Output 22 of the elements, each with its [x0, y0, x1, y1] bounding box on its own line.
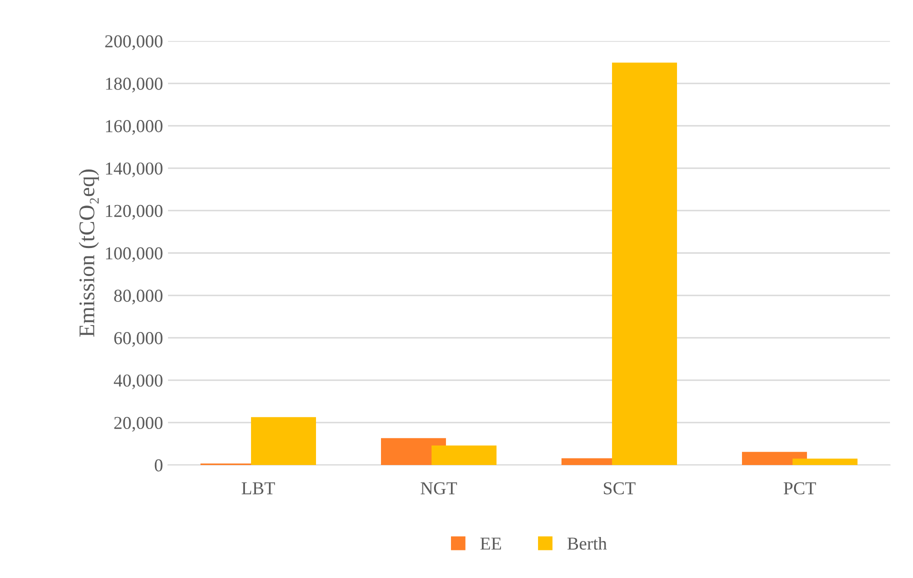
y-tick-label: 120,000: [106, 204, 162, 220]
y-tick-label: 20,000: [114, 416, 162, 432]
y-tick-label: 160,000: [106, 120, 162, 135]
x-tick-label: NGT: [420, 482, 458, 494]
legend-label: Berth: [567, 537, 607, 550]
bar: [612, 62, 678, 465]
y-tick-label: 180,000: [106, 78, 162, 92]
y-tick-label: 60,000: [114, 332, 162, 347]
y-tick-label: 200,000: [105, 35, 162, 50]
y-tick-label: 80,000: [114, 290, 162, 304]
y-tick-label: 140,000: [106, 162, 162, 178]
y-tick-label: 40,000: [114, 374, 162, 390]
x-tick-label: PCT: [784, 482, 816, 494]
bar: [432, 445, 497, 465]
bar: [792, 458, 858, 465]
legend-label: EE: [480, 538, 502, 550]
y-tick-label: 100,000: [106, 247, 162, 262]
y-tick-label: 0: [154, 459, 162, 472]
bar: [251, 417, 316, 465]
x-tick-label: LBT: [242, 482, 275, 494]
y-axis-title: Emission (tCO₂eq): [78, 170, 99, 337]
x-tick-label: SCT: [604, 482, 636, 494]
